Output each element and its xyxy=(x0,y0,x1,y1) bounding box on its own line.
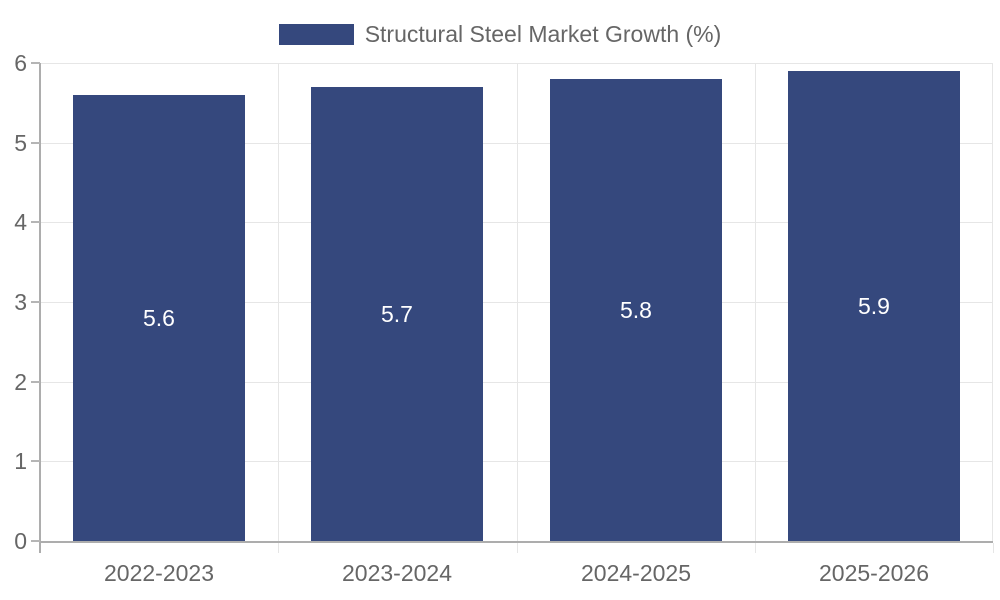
gridline-vertical xyxy=(278,63,279,541)
y-axis-tick xyxy=(31,301,40,303)
y-axis-tick xyxy=(31,142,40,144)
y-axis-tick-label: 1 xyxy=(14,448,27,474)
y-axis-line xyxy=(39,63,41,552)
y-axis-tick-label: 3 xyxy=(14,289,27,315)
y-axis-tick xyxy=(31,62,40,64)
y-axis-tick-label: 5 xyxy=(14,130,27,156)
y-axis-tick xyxy=(31,540,40,542)
gridline-horizontal xyxy=(40,461,993,463)
bar-value-label: 5.6 xyxy=(143,304,175,331)
gridline-horizontal xyxy=(40,222,993,224)
legend-swatch-icon xyxy=(278,24,354,45)
y-axis-tick-label: 2 xyxy=(14,369,27,395)
x-axis-category-label: 2022-2023 xyxy=(104,560,214,586)
bar-2022-2023[interactable]: 5.6 xyxy=(73,95,245,541)
bar-2023-2024[interactable]: 5.7 xyxy=(311,87,483,541)
y-axis-tick xyxy=(31,381,40,383)
x-axis-category-label: 2023-2024 xyxy=(342,560,452,586)
plot-area: 5.6 5.7 5.8 5.9 xyxy=(40,63,993,541)
y-axis-tick-label: 4 xyxy=(14,209,27,235)
legend-label: Structural Steel Market Growth (%) xyxy=(364,21,722,47)
x-axis-tick xyxy=(993,543,994,553)
y-axis-tick-label: 6 xyxy=(14,50,27,76)
gridline-horizontal xyxy=(40,381,993,383)
y-axis-tick xyxy=(31,221,40,223)
x-axis-tick xyxy=(39,543,41,553)
x-axis-category-label: 2025-2026 xyxy=(819,560,929,586)
bar-2025-2026[interactable]: 5.9 xyxy=(788,71,960,541)
bar-value-label: 5.7 xyxy=(381,300,413,327)
x-axis-category-label: 2024-2025 xyxy=(581,560,691,586)
gridline-horizontal xyxy=(40,302,993,303)
x-axis-line xyxy=(40,541,993,543)
gridline-vertical xyxy=(517,63,518,541)
x-axis-tick xyxy=(755,543,756,553)
bar-value-label: 5.9 xyxy=(858,292,890,319)
x-axis-tick xyxy=(517,543,518,553)
gridline-vertical xyxy=(992,63,993,541)
x-axis-tick xyxy=(278,543,279,553)
bar-2024-2025[interactable]: 5.8 xyxy=(550,79,722,541)
chart-legend[interactable]: Structural Steel Market Growth (%) xyxy=(0,21,1000,48)
bar-value-label: 5.8 xyxy=(620,296,652,323)
y-axis-tick xyxy=(31,460,40,462)
gridline-vertical xyxy=(755,63,756,541)
y-axis-tick-label: 0 xyxy=(14,528,27,554)
gridline-horizontal xyxy=(40,63,993,64)
gridline-horizontal xyxy=(40,142,993,144)
